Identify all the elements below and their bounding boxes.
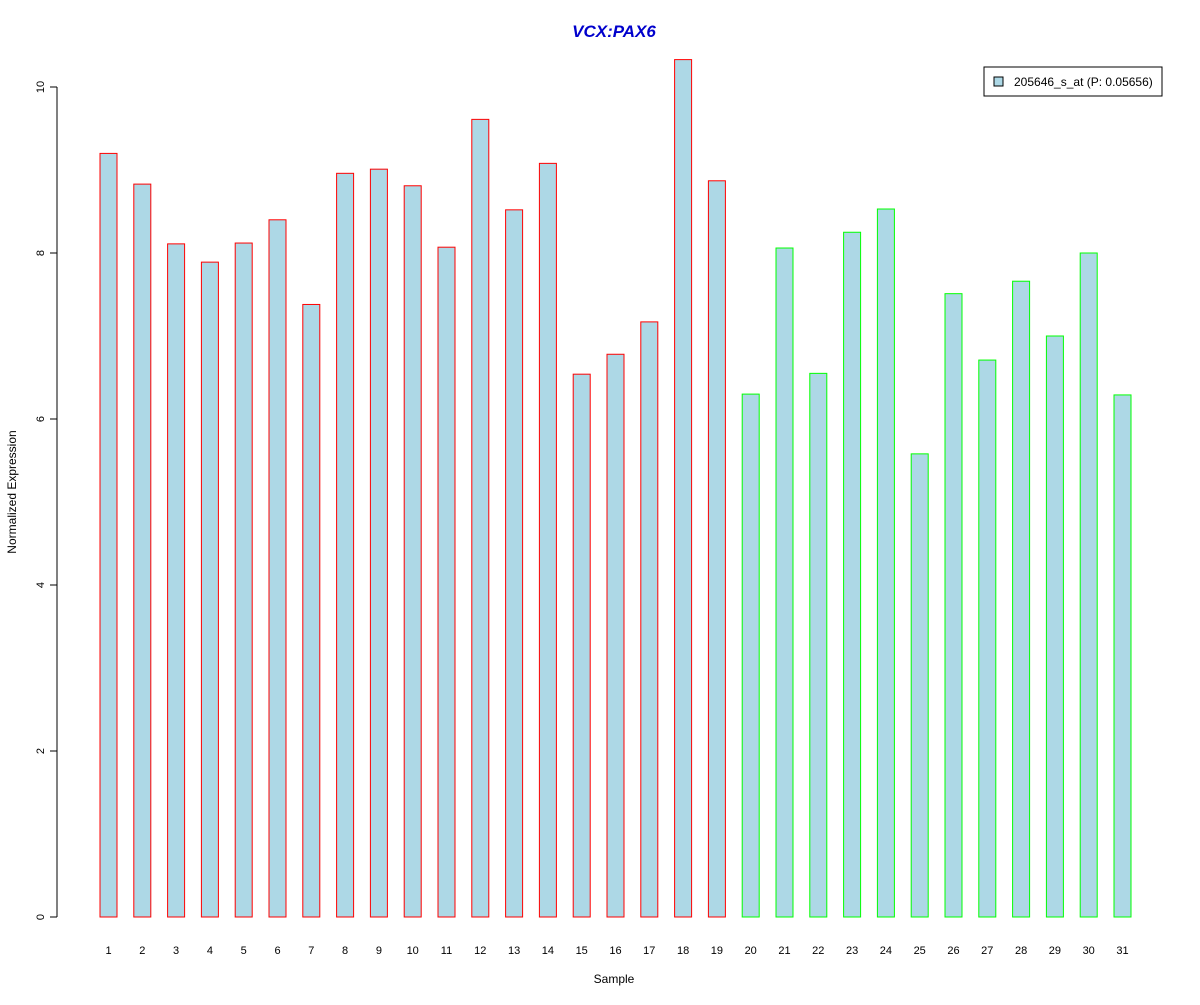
bar-sample-27: [978, 359, 997, 918]
bar-sample-15: [572, 373, 591, 918]
x-tick-labels: 1 2 3 4 5 6 7 8 9 10 11 12 13 14 15 16 17 18 19 20 21 22 23 24 2…: [105, 945, 1128, 957]
y-tick-label: 2: [35, 748, 47, 754]
x-tick-label: 11: [441, 945, 452, 957]
bar-sample-14: [538, 162, 557, 918]
x-tick-label: 29: [1049, 945, 1061, 957]
bar-sample-21: [775, 247, 794, 918]
bar-sample-22: [809, 372, 828, 918]
bar-sample-4: [200, 261, 219, 918]
chart-title: VCX:PAX6: [572, 22, 656, 41]
x-tick-label: 12: [474, 945, 486, 957]
x-tick-label: 26: [947, 945, 959, 957]
y-tick-label: 8: [35, 250, 47, 256]
legend-label: 205646_s_at (P: 0.05656): [1014, 75, 1153, 89]
bar-sample-9: [369, 168, 388, 918]
x-tick-label: 7: [308, 945, 314, 957]
x-tick-label: 8: [342, 945, 348, 957]
bars-group: [99, 59, 1132, 918]
x-tick-label: 9: [376, 945, 382, 957]
bar-sample-24: [876, 208, 895, 918]
y-tick-label: 10: [35, 81, 47, 93]
x-tick-label: 18: [677, 945, 689, 957]
x-tick-label: 1: [105, 945, 111, 957]
bar-sample-23: [843, 231, 862, 918]
x-axis-label: Sample: [594, 972, 635, 986]
x-tick-label: 10: [407, 945, 419, 957]
bar-sample-17: [640, 321, 659, 918]
y-tick-label: 6: [35, 416, 47, 422]
x-tick-label: 19: [711, 945, 723, 957]
bar-sample-25: [910, 453, 929, 918]
bar-sample-8: [336, 172, 355, 918]
bar-sample-13: [505, 209, 524, 918]
legend-box: [983, 66, 1163, 97]
y-tick-label: 0: [35, 914, 47, 920]
bar-sample-31: [1113, 394, 1132, 918]
y-axis-label: Normalized Expression: [5, 430, 19, 553]
x-tick-label: 22: [812, 945, 824, 957]
x-tick-label: 21: [778, 945, 790, 957]
x-tick-label: 25: [914, 945, 926, 957]
bar-sample-10: [403, 185, 422, 918]
bar-sample-19: [707, 180, 726, 918]
x-tick-label: 14: [542, 945, 554, 957]
x-tick-label: 31: [1116, 945, 1128, 957]
x-tick-label: 27: [981, 945, 993, 957]
bar-sample-1: [99, 152, 118, 918]
legend-swatch: [993, 76, 1004, 87]
bar-sample-7: [302, 303, 321, 918]
bar-sample-26: [944, 293, 963, 918]
bar-sample-11: [437, 246, 456, 918]
bar-sample-29: [1045, 335, 1064, 918]
x-tick-label: 30: [1083, 945, 1095, 957]
x-tick-label: 15: [576, 945, 588, 957]
bar-sample-18: [674, 59, 693, 918]
bar-sample-2: [133, 183, 152, 918]
x-tick-label: 13: [508, 945, 520, 957]
bar-sample-5: [234, 242, 253, 918]
bar-sample-20: [741, 393, 760, 918]
x-tick-label: 28: [1015, 945, 1027, 957]
x-tick-label: 6: [274, 945, 280, 957]
x-tick-label: 5: [241, 945, 247, 957]
x-tick-label: 20: [745, 945, 757, 957]
x-tick-label: 16: [609, 945, 621, 957]
y-tick-label: 4: [35, 582, 47, 588]
x-tick-label: 3: [173, 945, 179, 957]
x-tick-label: 4: [207, 945, 213, 957]
x-tick-label: 24: [880, 945, 892, 957]
bar-sample-6: [268, 219, 287, 918]
x-tick-label: 23: [846, 945, 858, 957]
bar-sample-28: [1012, 280, 1031, 918]
bar-sample-12: [471, 118, 490, 918]
bar-sample-3: [167, 243, 186, 918]
y-axis: 0 2 4 6 8 10: [35, 81, 58, 920]
bar-sample-16: [606, 353, 625, 918]
x-tick-label: 17: [643, 945, 655, 957]
legend: 205646_s_at (P: 0.05656): [983, 66, 1163, 97]
bar-sample-30: [1079, 252, 1098, 918]
x-tick-label: 2: [139, 945, 145, 957]
